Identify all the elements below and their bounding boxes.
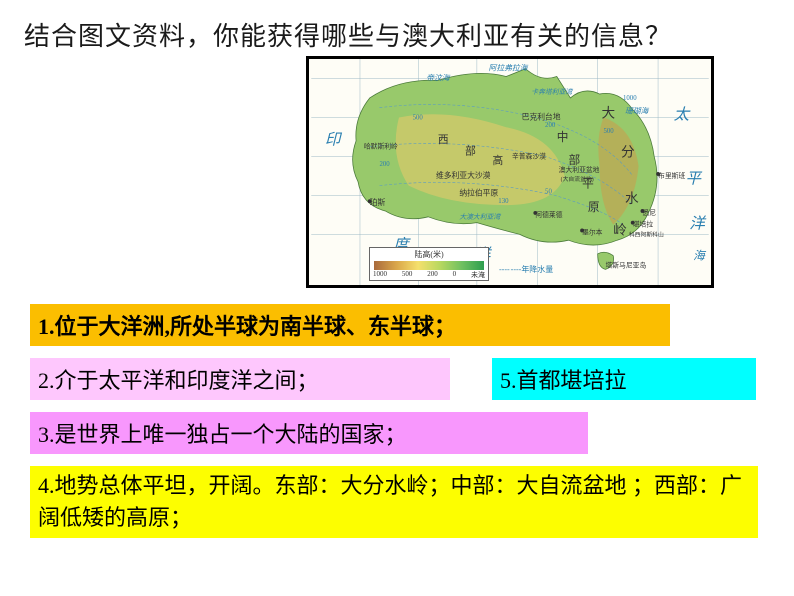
fact-2: 2.介于太平洋和印度洋之间；: [30, 358, 450, 400]
fact-5: 5.首都堪培拉: [492, 358, 756, 400]
legend-gradient: [374, 261, 484, 270]
australia-map: 印度洋太平洋海阿拉弗拉海帝汶海卡奔塔利亚湾珊瑚海巴克利台地大分水岭西部高中部平原…: [306, 56, 714, 288]
svg-text:岭: 岭: [613, 222, 627, 237]
svg-text:平: 平: [685, 171, 702, 188]
svg-text:部: 部: [465, 144, 476, 157]
svg-text:大澳大利亚湾: 大澳大利亚湾: [459, 213, 501, 221]
svg-text:堪培拉: 堪培拉: [633, 220, 654, 229]
fact-4: 4.地势总体平坦，开阔。东部：大分水岭；中部：大自流盆地 ；西部：广阔低矮的高原…: [30, 466, 758, 538]
svg-text:墨尔本: 墨尔本: [582, 227, 603, 236]
svg-text:分: 分: [621, 144, 635, 159]
svg-text:维多利亚大沙漠: 维多利亚大沙漠: [436, 170, 491, 180]
svg-text:大: 大: [602, 105, 616, 120]
svg-text:洋: 洋: [689, 215, 707, 233]
svg-text:高: 高: [492, 154, 503, 167]
svg-text:布里斯班: 布里斯班: [658, 171, 685, 180]
svg-text:悉尼: 悉尼: [642, 208, 656, 217]
svg-text:哈默斯利岭: 哈默斯利岭: [364, 142, 398, 151]
svg-text:500: 500: [413, 114, 424, 121]
legend-title: 陆高(米): [370, 249, 488, 260]
page-title: 结合图文资料，你能获得哪些与澳大利亚有关的信息？: [24, 16, 672, 53]
svg-text:500: 500: [604, 128, 615, 135]
svg-text:太: 太: [674, 105, 691, 123]
svg-text:辛普森沙漠: 辛普森沙漠: [512, 151, 546, 160]
svg-text:中: 中: [557, 131, 569, 144]
svg-text:阿德莱德: 阿德莱德: [535, 210, 562, 219]
svg-text:珊瑚海: 珊瑚海: [625, 107, 650, 116]
legend-stops: 1000 500 200 0 未淹: [370, 270, 488, 280]
svg-text:部: 部: [568, 153, 580, 167]
svg-text:巴克利台地: 巴克利台地: [522, 111, 561, 121]
svg-text:塔斯马尼亚岛: 塔斯马尼亚岛: [605, 260, 646, 269]
svg-text:(大自流盆地): (大自流盆地): [561, 175, 594, 183]
svg-text:50: 50: [545, 188, 552, 195]
svg-text:原: 原: [588, 201, 600, 214]
svg-text:水: 水: [625, 191, 639, 206]
svg-text:西: 西: [438, 134, 449, 146]
svg-text:珀斯: 珀斯: [370, 197, 386, 207]
svg-text:卡奔塔利亚湾: 卡奔塔利亚湾: [531, 88, 573, 96]
svg-text:海: 海: [693, 250, 707, 263]
legend-rainfall: - - - - ----年降水量: [499, 264, 553, 275]
svg-text:科西阿斯科山: 科西阿斯科山: [629, 230, 664, 238]
svg-text:200: 200: [545, 122, 556, 129]
fact-3: 3.是世界上唯一独占一个大陆的国家；: [30, 412, 588, 454]
svg-text:澳大利亚盆地: 澳大利亚盆地: [559, 165, 600, 174]
svg-text:1000: 1000: [623, 95, 637, 102]
svg-text:纳拉伯平原: 纳拉伯平原: [459, 187, 498, 197]
svg-text:阿拉弗拉海: 阿拉弗拉海: [489, 64, 529, 73]
svg-text:印: 印: [325, 132, 343, 149]
map-legend: 陆高(米) 1000 500 200 0 未淹: [369, 247, 489, 281]
svg-text:帝汶海: 帝汶海: [426, 73, 451, 82]
svg-text:200: 200: [379, 161, 390, 168]
fact-1: 1.位于大洋洲,所处半球为南半球、东半球；: [30, 304, 670, 346]
svg-text:130: 130: [498, 198, 509, 205]
